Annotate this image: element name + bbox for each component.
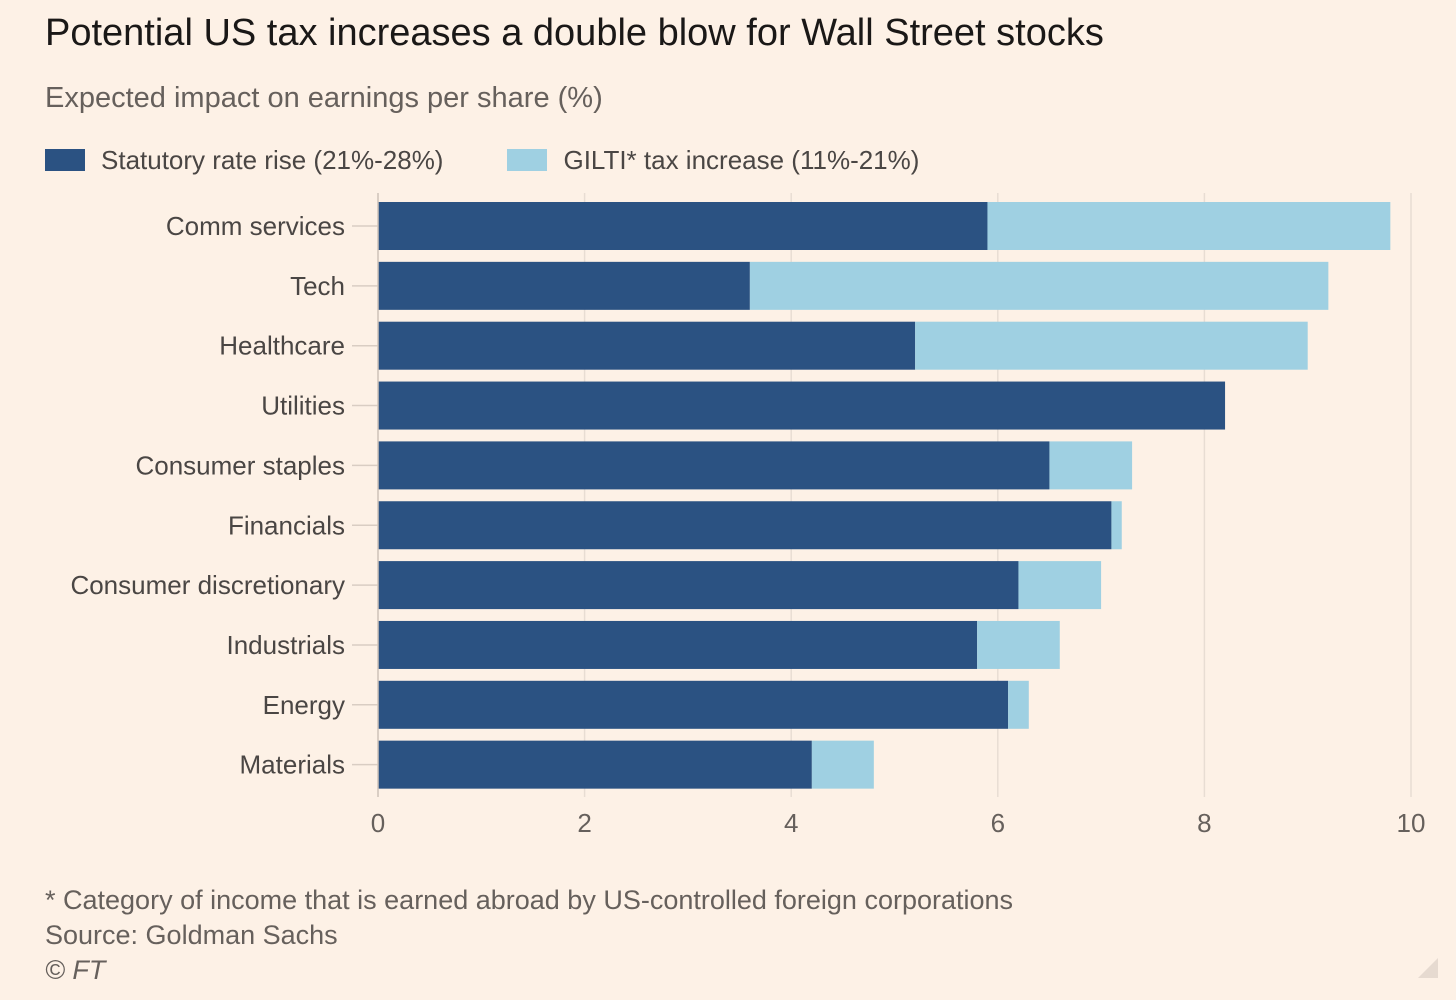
bar-gilti: [915, 321, 1308, 370]
legend-swatch-statutory: [45, 149, 85, 171]
x-tick-label: 8: [1197, 808, 1211, 838]
bar-gilti: [1111, 501, 1122, 550]
footnote: * Category of income that is earned abro…: [45, 885, 1014, 915]
legend-label-gilti: GILTI* tax increase (11%-21%): [563, 144, 920, 175]
chart-footer: * Category of income that is earned abro…: [45, 883, 1013, 988]
legend-label-statutory: Statutory rate rise (21%-28%): [101, 144, 444, 175]
category-label: Industrials: [227, 630, 346, 660]
resize-corner-icon: [1418, 958, 1438, 978]
category-label: Materials: [240, 750, 345, 780]
bar-statutory: [378, 202, 988, 250]
legend-item-gilti: GILTI* tax increase (11%-21%): [507, 145, 919, 176]
category-label: Tech: [290, 271, 345, 301]
bar-statutory: [378, 561, 1019, 610]
bar-statutory: [378, 261, 750, 310]
bar-gilti: [977, 620, 1060, 669]
source-note: Source: Goldman Sachs: [45, 920, 338, 950]
bar-gilti: [1018, 561, 1102, 610]
bar-statutory: [378, 321, 916, 370]
bar-gilti: [987, 202, 1391, 250]
bar-statutory: [378, 740, 812, 789]
category-label: Comm services: [166, 211, 345, 241]
bar-gilti: [1008, 680, 1029, 729]
x-tick-label: 4: [784, 808, 798, 838]
bar-statutory: [378, 680, 1009, 729]
x-tick-label: 6: [991, 808, 1005, 838]
x-tick-label: 2: [577, 808, 591, 838]
copyright-credit: © FT: [45, 955, 106, 985]
category-label: Energy: [263, 690, 345, 720]
bar-chart: Comm services Tech Healthcare Utilities Cons…: [70, 193, 1426, 838]
legend-item-statutory: Statutory rate rise (21%-28%): [45, 145, 443, 176]
x-tick-label: 0: [371, 808, 385, 838]
x-tick-label: 10: [1397, 808, 1426, 838]
category-label: Utilities: [261, 391, 345, 421]
bar-gilti: [749, 261, 1329, 310]
chart-subtitle: Expected impact on earnings per share (%…: [45, 82, 603, 114]
bar-statutory: [378, 381, 1226, 430]
category-label: Consumer discretionary: [70, 570, 345, 600]
category-label: Healthcare: [219, 331, 345, 361]
chart-title: Potential US tax increases a double blow…: [45, 12, 1104, 54]
bar-statutory: [378, 501, 1112, 550]
bar-gilti: [1049, 441, 1133, 490]
category-label: Consumer staples: [135, 450, 345, 480]
legend: Statutory rate rise (21%-28%) GILTI* tax…: [45, 142, 983, 178]
legend-swatch-gilti: [507, 149, 548, 171]
category-label: Financials: [228, 510, 345, 540]
bar-gilti: [811, 740, 874, 789]
bar-statutory: [378, 441, 1050, 490]
bar-statutory: [378, 620, 978, 669]
